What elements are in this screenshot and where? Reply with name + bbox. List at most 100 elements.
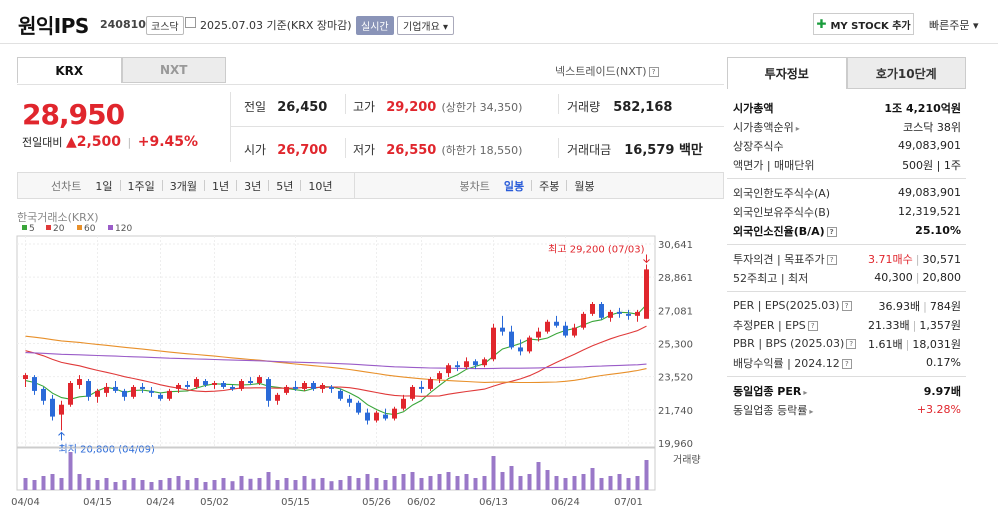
candle-body: [41, 388, 46, 401]
open-value: 26,700: [277, 143, 328, 158]
candle-body: [338, 390, 343, 399]
y-axis: 30,641 28,861 27,081 25,300 23,520 21,740 19,9…: [658, 240, 693, 450]
stock-code: 240810: [100, 18, 146, 31]
sector-per-row[interactable]: 동일업종 PER ▸ 9.97배: [727, 381, 966, 400]
help-icon[interactable]: ?: [826, 254, 837, 265]
volume-bar: [626, 478, 631, 490]
current-price: 28,950: [22, 98, 125, 131]
volume-bar: [347, 476, 352, 490]
ma-legend-label: 120: [115, 224, 132, 234]
chart-toolbar: 선차트 1일 1주일 3개월 1년 3년 5년 10년 봉차트 일봉 주봉 월봉: [17, 172, 724, 199]
divider: [727, 244, 966, 245]
x-tick-label: 05/26: [362, 497, 391, 508]
sector-change-value: +3.28%: [916, 403, 961, 416]
my-stock-label: MY STOCK 추가: [830, 20, 911, 32]
nxt-link[interactable]: 넥스트레이드(NXT)?: [555, 63, 659, 79]
help-icon[interactable]: ?: [807, 320, 818, 331]
candle-body: [140, 386, 145, 389]
candle-body: [509, 331, 514, 348]
chevron-right-icon: ▸: [803, 387, 808, 397]
separator: |: [912, 318, 917, 332]
line-chart-label[interactable]: 선차트: [51, 179, 82, 193]
foreign-limit-value: 49,083,901: [898, 186, 961, 199]
candle-body: [221, 382, 226, 387]
candle-body: [392, 408, 397, 419]
candle-body: [356, 402, 361, 413]
candle-body: [131, 386, 136, 397]
candle-body: [302, 382, 307, 389]
candle-body: [455, 365, 460, 368]
range-1w[interactable]: 1주일: [127, 179, 155, 193]
volume-bar: [581, 474, 586, 490]
candle-body: [113, 386, 118, 391]
company-overview-button[interactable]: 기업개요 ▾: [397, 16, 454, 35]
tab-orderbook[interactable]: 호가10단계: [846, 57, 966, 89]
divider: [236, 180, 238, 191]
range-10y[interactable]: 10년: [308, 179, 333, 193]
chevron-right-icon: ▸: [795, 123, 800, 133]
dividend-value: 0.17%: [926, 356, 961, 369]
range-1d[interactable]: 1일: [95, 179, 113, 193]
my-stock-add-button[interactable]: ✚ MY STOCK 추가: [813, 13, 914, 35]
y-tick-label: 30,641: [658, 240, 693, 251]
separator: |: [127, 136, 132, 149]
volume-bar: [536, 462, 541, 490]
min-annotation: 최저 20,800 (04/09): [59, 443, 155, 455]
help-icon[interactable]: ?: [648, 67, 659, 77]
volume-bars: [23, 452, 649, 490]
candle-weekly[interactable]: 주봉: [539, 179, 560, 193]
open-label: 시가: [244, 143, 267, 157]
help-icon[interactable]: ?: [841, 301, 852, 311]
tab-krx[interactable]: KRX: [17, 57, 122, 83]
pbr-text: PBR | BPS (2025.03): [733, 337, 845, 350]
change-amount: ▲2,500: [65, 134, 122, 150]
candle-body: [275, 394, 280, 401]
chart-annotations: 최고 29,200 (07/03) 최저 20,800 (04/09): [58, 243, 650, 455]
range-3y[interactable]: 3년: [244, 179, 262, 193]
divider: [230, 126, 724, 127]
volume-bar: [293, 480, 298, 490]
realtime-badge[interactable]: 실시간: [356, 16, 394, 35]
help-icon[interactable]: ?: [846, 339, 857, 349]
tab-invest-info[interactable]: 투자정보: [727, 57, 847, 89]
volume-bar: [23, 478, 28, 490]
volume-bar: [320, 478, 325, 490]
candle-body: [239, 381, 244, 389]
range-5y[interactable]: 5년: [276, 179, 294, 193]
x-tick-label: 06/13: [479, 497, 508, 508]
market-cap-value: 1조 4,210억원: [884, 101, 961, 115]
ma-legend: 5 20 60 120: [22, 224, 132, 234]
tab-nxt[interactable]: NXT: [121, 57, 226, 83]
x-tick-label: 04/15: [83, 497, 112, 508]
week52-high-value: 40,300: [874, 271, 913, 284]
range-1y[interactable]: 1년: [212, 179, 230, 193]
volume-bar: [149, 482, 154, 490]
par-value-label: 액면가 | 매매단위: [733, 158, 815, 172]
eps-value: 784원: [929, 299, 961, 313]
candle-body: [554, 321, 559, 326]
help-icon[interactable]: ?: [826, 226, 837, 237]
divider: [204, 180, 205, 191]
volume-bar: [617, 474, 622, 490]
quick-order-button[interactable]: 빠른주문 ▾: [929, 19, 979, 32]
candle-body: [500, 327, 505, 332]
divider: [345, 138, 346, 158]
volume-label: 거래량: [567, 100, 601, 114]
candle-chart-label[interactable]: 봉차트: [459, 179, 490, 193]
sector-change-row[interactable]: 동일업종 등락률 ▸ +3.28%: [727, 400, 966, 419]
price-chart[interactable]: 한국거래소(KRX) 5 20 60 120 30,641 28,861 27,081 25…: [0, 205, 725, 515]
volume-bar: [113, 482, 118, 490]
separator: |: [915, 252, 920, 266]
range-3m[interactable]: 3개월: [169, 179, 197, 193]
candle-daily[interactable]: 일봉: [503, 179, 525, 193]
candle-monthly[interactable]: 월봉: [574, 179, 595, 193]
help-icon[interactable]: ?: [841, 358, 852, 369]
market-cap-rank-row[interactable]: 시가총액순위 ▸ 코스닥 38위: [727, 117, 966, 136]
volume-bar: [95, 480, 100, 490]
volume-bar: [158, 480, 163, 490]
candle-body: [293, 386, 298, 389]
opinion-row: 투자의견 | 목표주가? 3.71매수 | 30,571: [727, 249, 966, 268]
candle-body: [311, 382, 316, 389]
volume-bar: [86, 478, 91, 490]
divider: [558, 138, 559, 158]
